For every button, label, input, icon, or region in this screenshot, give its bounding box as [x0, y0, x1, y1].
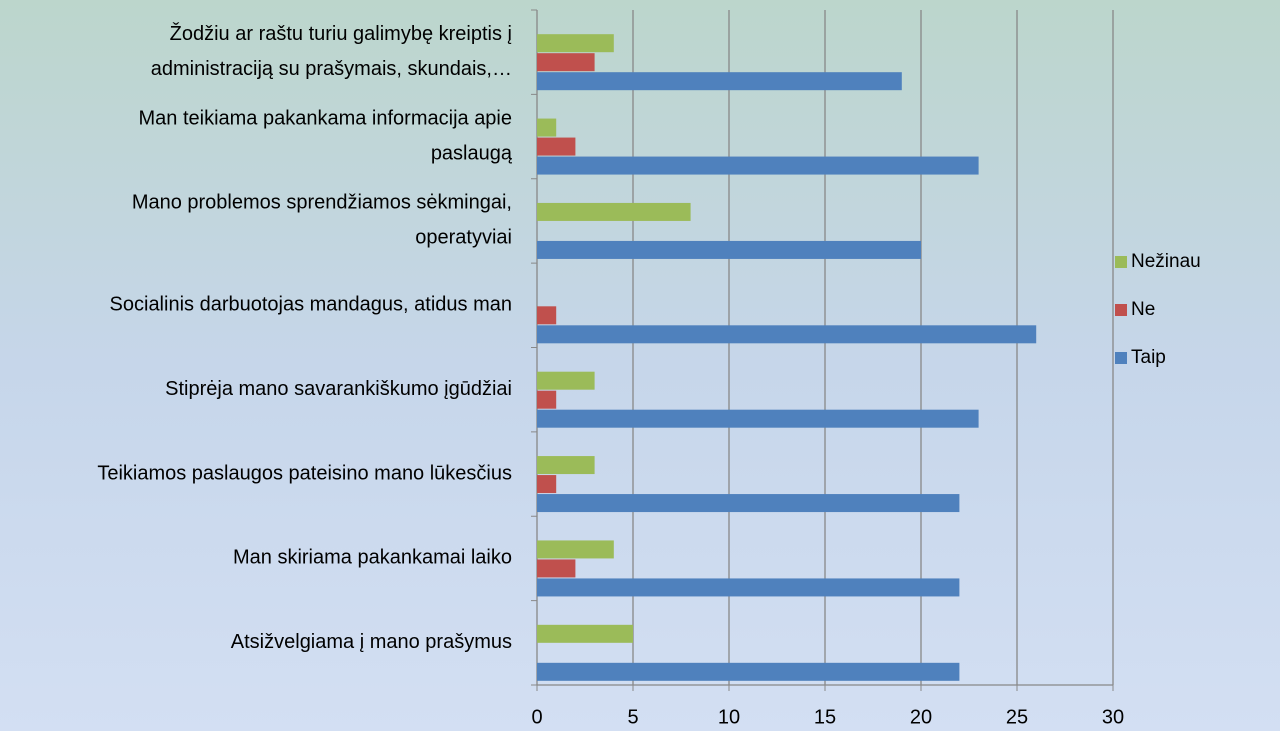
y-tick-label: Man skiriama pakankamai laiko [233, 547, 512, 569]
x-tick-label: 30 [1102, 706, 1124, 728]
y-tick-label: Socialinis darbuotojas mandagus, atidus … [110, 294, 512, 316]
x-tick-label: 0 [531, 706, 542, 728]
bar [537, 156, 979, 175]
bar [537, 456, 595, 475]
bar [537, 624, 633, 643]
bar [537, 118, 557, 137]
y-tick-label: Stiprėja mano savarankiškumo įgūdžiai [165, 378, 512, 400]
y-tick-label: administraciją su prašymais, skundais,… [151, 58, 512, 80]
bar [537, 202, 691, 221]
bar [537, 371, 595, 390]
bar [537, 475, 557, 494]
bar [537, 662, 960, 681]
y-tick-label: operatyviai [415, 227, 512, 249]
bar [537, 72, 902, 91]
bar [537, 240, 921, 259]
legend-swatch [1115, 304, 1127, 316]
y-tick-label: Mano problemos sprendžiamos sėkmingai, [132, 192, 512, 214]
legend-label: Taip [1131, 347, 1166, 368]
bar [537, 578, 960, 597]
y-tick-label: paslaugą [431, 142, 513, 164]
bar [537, 34, 614, 53]
x-tick-label: 5 [627, 706, 638, 728]
bar [537, 409, 979, 428]
x-tick-label: 20 [910, 706, 932, 728]
legend-swatch [1115, 256, 1127, 268]
legend-label: Ne [1131, 299, 1155, 320]
bar [537, 325, 1037, 344]
y-tick-label: Žodžiu ar raštu turiu galimybę kreiptis … [170, 22, 512, 45]
legend-swatch [1115, 352, 1127, 364]
bar [537, 306, 557, 325]
y-tick-label: Man teikiama pakankama informacija apie [138, 107, 512, 129]
bar [537, 137, 576, 156]
bar [537, 494, 960, 513]
x-tick-label: 15 [814, 706, 836, 728]
legend-label: Nežinau [1131, 251, 1201, 272]
bar [537, 540, 614, 559]
x-tick-label: 10 [718, 706, 740, 728]
bar [537, 53, 595, 72]
y-tick-label: Atsižvelgiama į mano prašymus [231, 631, 512, 653]
bar [537, 559, 576, 578]
x-tick-label: 25 [1006, 706, 1028, 728]
y-tick-label: Teikiamos paslaugos pateisino mano lūkes… [97, 462, 512, 484]
bar [537, 390, 557, 409]
